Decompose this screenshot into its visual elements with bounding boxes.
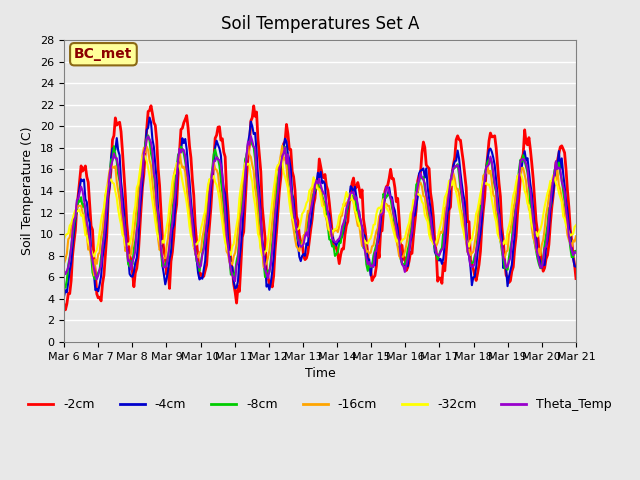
- -8cm: [287, 185, 294, 191]
- Theta_Temp: [247, 133, 255, 139]
- Theta_Temp: [572, 250, 580, 256]
- -16cm: [124, 257, 132, 263]
- -8cm: [216, 163, 223, 169]
- Theta_Temp: [123, 244, 131, 250]
- -4cm: [60, 294, 68, 300]
- -2cm: [147, 103, 155, 108]
- Y-axis label: Soil Temperature (C): Soil Temperature (C): [22, 127, 35, 255]
- -16cm: [90, 273, 98, 278]
- -4cm: [285, 156, 293, 162]
- Theta_Temp: [287, 183, 294, 189]
- -2cm: [60, 301, 68, 307]
- -16cm: [287, 199, 294, 204]
- -8cm: [144, 132, 152, 138]
- -2cm: [572, 276, 580, 281]
- -8cm: [60, 283, 68, 288]
- -32cm: [124, 240, 132, 246]
- -16cm: [547, 183, 554, 189]
- -4cm: [123, 243, 131, 249]
- -32cm: [216, 196, 223, 202]
- -2cm: [241, 203, 249, 208]
- Line: -4cm: -4cm: [64, 118, 576, 297]
- -8cm: [572, 248, 580, 254]
- -4cm: [214, 142, 222, 148]
- -16cm: [572, 233, 580, 239]
- -2cm: [287, 146, 294, 152]
- Theta_Temp: [230, 276, 237, 281]
- Theta_Temp: [212, 155, 220, 160]
- Line: -2cm: -2cm: [64, 106, 576, 310]
- Line: Theta_Temp: Theta_Temp: [64, 136, 576, 281]
- Line: -32cm: -32cm: [64, 154, 576, 256]
- -4cm: [231, 286, 239, 291]
- -2cm: [124, 236, 132, 242]
- -4cm: [545, 227, 553, 232]
- Theta_Temp: [547, 201, 554, 206]
- -8cm: [233, 258, 241, 264]
- -32cm: [547, 178, 554, 184]
- -2cm: [61, 307, 69, 312]
- -32cm: [287, 209, 294, 215]
- -8cm: [61, 285, 69, 290]
- -32cm: [241, 161, 249, 167]
- X-axis label: Time: Time: [305, 367, 335, 380]
- -8cm: [124, 261, 132, 267]
- -32cm: [60, 236, 68, 242]
- -2cm: [547, 221, 554, 227]
- -4cm: [146, 115, 154, 120]
- -16cm: [231, 250, 239, 256]
- Legend: -2cm, -4cm, -8cm, -16cm, -32cm, Theta_Temp: -2cm, -4cm, -8cm, -16cm, -32cm, Theta_Te…: [23, 394, 617, 417]
- -4cm: [240, 203, 248, 208]
- Line: -8cm: -8cm: [64, 135, 576, 288]
- -32cm: [90, 253, 98, 259]
- -16cm: [214, 171, 222, 177]
- -4cm: [572, 264, 580, 270]
- -16cm: [60, 261, 68, 266]
- -32cm: [572, 222, 580, 228]
- -16cm: [240, 172, 248, 178]
- -2cm: [216, 124, 223, 130]
- Line: -16cm: -16cm: [64, 145, 576, 276]
- -8cm: [547, 204, 554, 209]
- Title: Soil Temperatures Set A: Soil Temperatures Set A: [221, 15, 419, 33]
- -16cm: [244, 142, 252, 148]
- -32cm: [233, 223, 241, 228]
- Text: BC_met: BC_met: [74, 47, 132, 61]
- -8cm: [241, 156, 249, 162]
- Theta_Temp: [240, 196, 248, 202]
- Theta_Temp: [60, 268, 68, 274]
- Theta_Temp: [231, 278, 239, 284]
- -2cm: [233, 300, 241, 306]
- -32cm: [140, 151, 148, 157]
